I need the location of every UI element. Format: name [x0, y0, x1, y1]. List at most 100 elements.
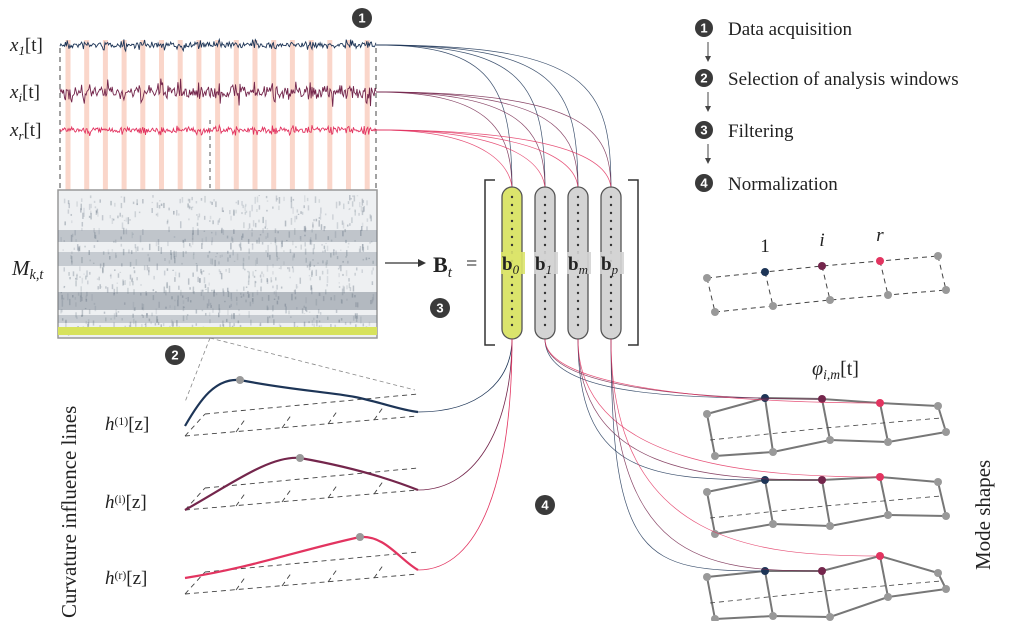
spectrogram-speck [104, 312, 106, 314]
spectrogram-speck [327, 269, 329, 274]
mode-line [707, 577, 715, 619]
mode-line [765, 571, 773, 616]
arrowhead [418, 259, 426, 267]
spectrogram-speck [325, 243, 327, 244]
spectrogram-speck [338, 273, 340, 277]
node [826, 613, 834, 621]
spectrogram-speck [129, 219, 131, 220]
spectrogram-speck [133, 267, 135, 269]
spectrogram-speck [118, 273, 120, 277]
spectrogram-speck [204, 196, 206, 203]
spectrogram-speck [258, 220, 260, 223]
basis-label-part: B [433, 252, 448, 277]
spectrogram-speck [64, 286, 66, 287]
sensor-label: 1 [760, 236, 770, 257]
spectrogram-speck [213, 199, 215, 202]
spectrogram-speck [132, 278, 134, 281]
spectrogram-speck [263, 274, 265, 277]
vector-dot [610, 308, 612, 310]
spectrogram-speck [117, 216, 119, 219]
spectrogram-speck [120, 272, 122, 273]
node [826, 296, 834, 304]
bracket [485, 180, 495, 345]
vector-dot [544, 308, 546, 310]
spectrogram-speck [122, 215, 124, 218]
spectrogram-speck [285, 221, 287, 227]
vector-dot [511, 316, 513, 318]
node [942, 585, 950, 593]
connector [376, 45, 512, 190]
spectrogram-speck [136, 277, 138, 280]
spectrogram-speck [372, 267, 374, 270]
spectrogram-speck [98, 277, 100, 281]
spectrogram-speck [260, 287, 262, 292]
spectrogram-speck [348, 201, 350, 204]
spectrogram-speck [156, 242, 158, 247]
spectrogram-speck [217, 220, 219, 225]
spectrogram-speck [279, 268, 281, 269]
spectrogram-speck [300, 245, 302, 250]
vector-dot [544, 196, 546, 198]
spectrogram-speck [149, 244, 151, 250]
spectrogram-speck [129, 281, 131, 285]
matrix-label-part: k,t [30, 267, 45, 283]
spectrogram-speck [197, 216, 199, 220]
spectrogram-speck [79, 246, 81, 252]
spectrogram-speck [367, 246, 369, 250]
spectrogram-speck [259, 195, 261, 196]
spectrogram-speck [354, 273, 356, 276]
right-caption: Mode shapes [971, 460, 995, 570]
influence-grid [282, 488, 292, 502]
spectrogram-speck [289, 277, 291, 279]
spectrogram-speck [371, 270, 373, 274]
spectrogram-speck [259, 324, 261, 326]
spectrogram-speck [330, 324, 332, 328]
mode-line [880, 403, 888, 442]
vector-dot [610, 196, 612, 198]
spectrogram-speck [370, 214, 372, 218]
vector-dot [577, 300, 579, 302]
connector [376, 45, 545, 190]
spectrogram-speck [107, 287, 109, 293]
spectrogram-speck [319, 199, 321, 203]
node [711, 452, 719, 460]
connector [376, 92, 578, 190]
spectrogram-speck [366, 200, 368, 205]
spectrogram-speck [313, 219, 315, 221]
vector-dot [610, 228, 612, 230]
influence-label-part: h [105, 492, 115, 513]
spectrogram-speck [71, 220, 73, 223]
step-arrowhead [705, 56, 711, 62]
mode-label-part: φ [812, 358, 823, 380]
spectrogram-speck [112, 284, 114, 289]
spectrogram-speck [318, 220, 320, 226]
vector-dot [577, 324, 579, 326]
spectrogram-speck [349, 208, 351, 209]
spectrogram-speck [215, 201, 217, 207]
spectrogram-speck [324, 246, 326, 249]
spectrogram-speck [349, 283, 351, 288]
influence-label-part: (r) [115, 569, 127, 582]
peak [236, 376, 244, 384]
vector-label-part: p [611, 262, 619, 277]
vector-dot [511, 236, 513, 238]
spectrogram-speck [168, 208, 170, 211]
node [769, 612, 777, 620]
spectrogram-speck [312, 323, 314, 325]
vector-dot [544, 236, 546, 238]
spectrogram-speck [310, 277, 312, 280]
vector-dot [544, 212, 546, 214]
spectrogram-speck [189, 206, 191, 208]
spectrogram-speck [179, 273, 181, 278]
spectrogram-speck [219, 269, 221, 272]
spectrogram-speck [235, 210, 237, 214]
vector-dot [610, 236, 612, 238]
spectrogram-speck [353, 286, 355, 292]
spectrogram-speck [346, 285, 348, 289]
spectrogram-speck [267, 228, 269, 229]
vector-dot [577, 308, 579, 310]
spectrogram-speck [199, 278, 201, 282]
spectrogram-speck [199, 213, 201, 217]
spectrogram-speck [137, 246, 139, 251]
matrix-label-part: M [11, 256, 31, 280]
